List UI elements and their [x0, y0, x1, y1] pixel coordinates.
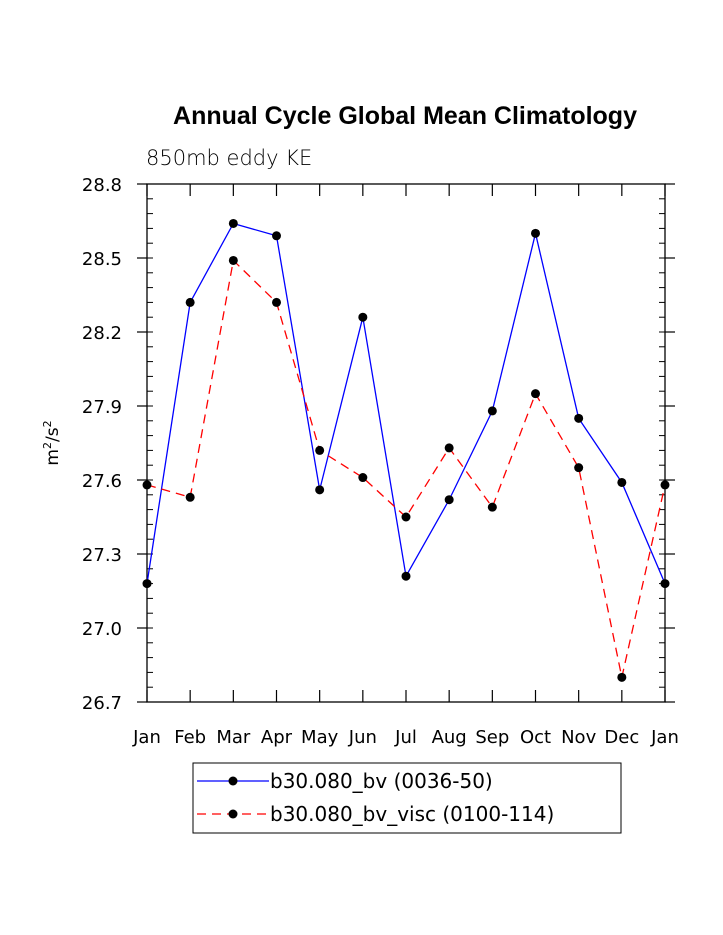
y-tick-label: 26.7: [82, 693, 122, 714]
series-2-point: [574, 463, 584, 473]
series-2-point: [444, 443, 454, 453]
series-2-point: [487, 502, 497, 512]
series-1-point: [358, 312, 368, 322]
x-tick-label: Aug: [432, 727, 467, 748]
x-tick-label: Jan: [650, 727, 679, 748]
series-line-1: [146, 222, 666, 584]
series-1-point: [531, 228, 540, 238]
series-1-point: [444, 495, 454, 505]
series-2-point: [315, 445, 325, 455]
series-line-2: [146, 259, 666, 678]
series-layer: [142, 218, 670, 682]
series-2-point: [228, 255, 238, 265]
series-2-point: [358, 473, 368, 483]
series-1-point: [487, 406, 497, 416]
series-2-point: [401, 512, 411, 522]
legend-box: [192, 762, 622, 834]
plot-frame: [146, 183, 666, 703]
y-tick-label: 27.6: [82, 471, 122, 492]
x-tick-label: Jul: [394, 727, 417, 748]
y-tick-label: 27.9: [82, 397, 122, 418]
y-axis-label-base: m: [43, 449, 63, 466]
axes: Jan Feb Mar Apr May Jun Jul Aug Sep Oct Nov Dec Jan 2…: [82, 175, 679, 748]
x-tick-label: Jan: [132, 727, 161, 748]
x-tick-label: Jun: [348, 727, 377, 748]
x-tick-label: Sep: [475, 727, 509, 748]
legend: b30.080_bv (0036-50) b30.080_bv_visc (01…: [192, 762, 622, 834]
y-tick-label: 28.8: [82, 175, 122, 196]
series-1-point: [401, 571, 411, 581]
y-axis-label-exp-2: 2: [41, 420, 54, 427]
series-1-point: [315, 485, 325, 495]
x-tick-label: Feb: [174, 727, 206, 748]
chart-title: Annual Cycle Global Mean Climatology: [173, 102, 637, 130]
chart-subtitle: 850mb eddy KE: [146, 146, 312, 170]
y-tick-label: 28.2: [82, 323, 122, 344]
x-tick-label: May: [301, 727, 339, 748]
series-2-point: [660, 480, 670, 490]
legend-marker-series-2: [228, 809, 238, 819]
series-1-point: [617, 477, 627, 487]
series-1-point: [574, 413, 584, 423]
series-2-point: [531, 389, 540, 399]
legend-marker-series-1: [228, 776, 238, 786]
y-tick-label: 27.0: [82, 619, 122, 640]
x-tick-label: Apr: [261, 727, 293, 748]
x-tick-label: Nov: [561, 727, 596, 748]
x-tick-label: Oct: [520, 727, 551, 748]
y-axis-label-mid: /s: [43, 427, 63, 442]
series-2-point: [185, 492, 195, 502]
series-2-point: [142, 480, 152, 490]
y-axis-label-exp-1: 2: [41, 442, 54, 449]
y-tick-label: 28.5: [82, 249, 122, 270]
x-tick-label: Dec: [604, 727, 639, 748]
series-2-point: [272, 297, 281, 307]
legend-label-series-1: b30.080_bv (0036-50): [270, 769, 493, 793]
series-1-point: [660, 579, 670, 589]
y-tick-label: 27.3: [82, 545, 122, 566]
series-2-point: [617, 672, 627, 682]
series-1-point: [142, 579, 152, 589]
legend-label-series-2: b30.080_bv_visc (0100-114): [270, 802, 554, 826]
series-1-point: [228, 218, 238, 228]
y-axis-label: m2/s2: [41, 420, 63, 465]
series-1-point: [185, 297, 195, 307]
x-tick-label: Mar: [216, 727, 251, 748]
series-1-point: [272, 231, 281, 241]
